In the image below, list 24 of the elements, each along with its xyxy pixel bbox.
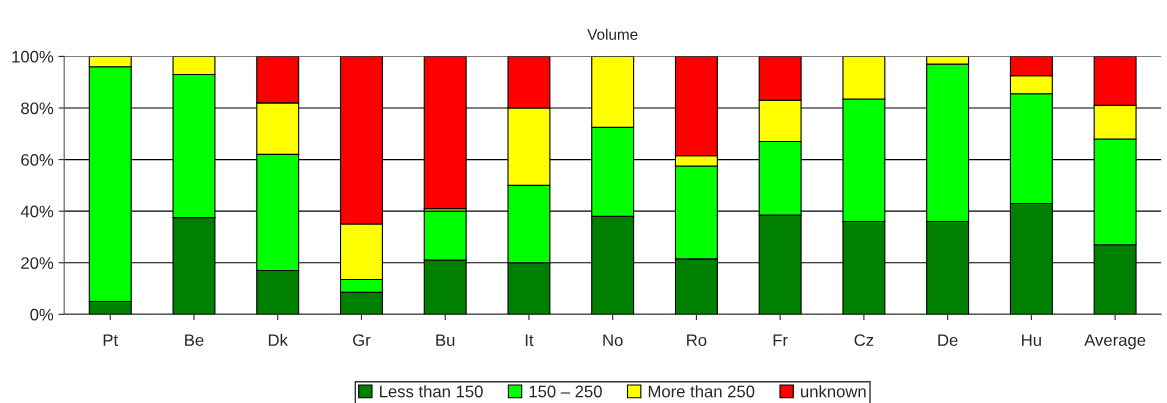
x-tick-label: Average bbox=[1084, 334, 1146, 350]
y-tick-label: 80% bbox=[21, 102, 54, 115]
legend-label: More than 250 bbox=[648, 385, 755, 398]
chart-title: Volume bbox=[587, 28, 638, 40]
y-tick-label: 20% bbox=[21, 257, 54, 269]
legend-label: 150 – 250 bbox=[529, 385, 602, 398]
x-tick-label: Be bbox=[185, 334, 204, 347]
y-tick-label: 60% bbox=[21, 153, 54, 166]
x-tick-label: Fr bbox=[773, 334, 788, 346]
y-tick-label: 40% bbox=[20, 205, 54, 218]
x-tick-label: It bbox=[525, 334, 534, 346]
x-tick-label: Bu bbox=[436, 334, 455, 347]
legend-label: Less than 150 bbox=[380, 385, 483, 398]
x-tick-label: Ro bbox=[687, 334, 707, 347]
x-tick-label: De bbox=[938, 334, 958, 347]
x-tick-label: Dk bbox=[268, 333, 288, 346]
x-tick-label: Cz bbox=[854, 334, 874, 347]
x-tick-label: Hu bbox=[1022, 334, 1041, 347]
y-tick-label: 100% bbox=[12, 50, 54, 63]
x-tick-label: Pt bbox=[103, 334, 118, 346]
legend-label: unknown bbox=[801, 385, 866, 398]
y-tick-label: 0% bbox=[30, 308, 54, 321]
x-tick-label: No bbox=[603, 334, 623, 347]
x-tick-label: Gr bbox=[353, 334, 371, 347]
